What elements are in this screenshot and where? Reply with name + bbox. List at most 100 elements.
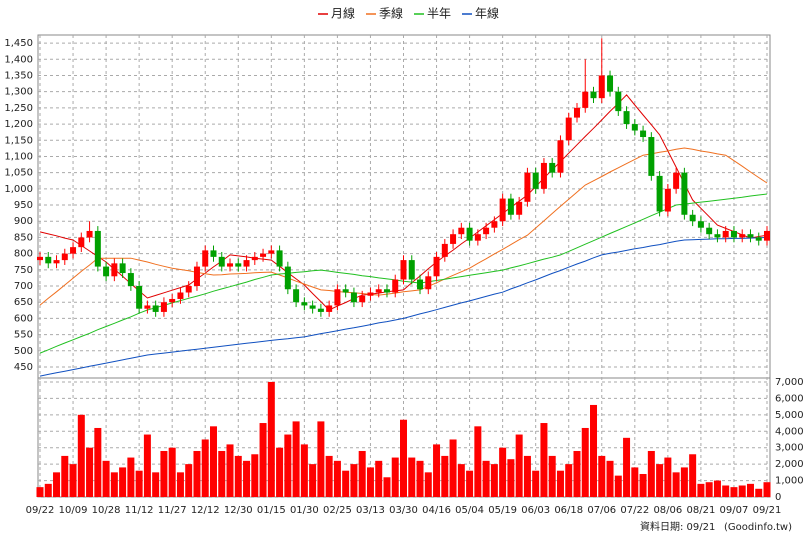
- volume-bar: [185, 464, 193, 497]
- volume-bar: [523, 455, 531, 497]
- ma-line: [39, 94, 768, 311]
- candle-body: [103, 266, 110, 277]
- volume-bar: [94, 427, 102, 497]
- volume-bar: [152, 472, 160, 497]
- y-tick-label: 1,150: [4, 135, 33, 146]
- volume-bar: [581, 427, 589, 497]
- x-tick-label: 10/09: [59, 505, 88, 516]
- x-tick-label: 07/06: [587, 505, 616, 516]
- y-tick-label: 800: [14, 249, 33, 260]
- volume-bar: [705, 482, 713, 497]
- volume-bar: [623, 437, 631, 497]
- candle-body: [706, 227, 713, 235]
- y-tick-label: 950: [14, 200, 33, 211]
- candle-body: [243, 260, 250, 267]
- volume-bar: [317, 421, 325, 497]
- candle-body: [160, 302, 167, 312]
- candle-body: [268, 250, 275, 254]
- volume-bar: [36, 487, 44, 497]
- candle-body: [193, 266, 200, 287]
- candle-body: [144, 305, 151, 309]
- y-tick-label: 1,050: [4, 168, 33, 179]
- x-tick-label: 01/15: [257, 505, 286, 516]
- candle-body: [458, 227, 465, 235]
- candle-body: [549, 162, 556, 173]
- volume-bar: [300, 444, 308, 497]
- legend-label: 季線: [379, 6, 403, 21]
- candle-body: [631, 124, 638, 131]
- candle-body: [714, 234, 721, 238]
- volume-bar: [284, 434, 292, 497]
- volume-bar: [102, 460, 110, 497]
- footer-source: (Goodinfo.tw): [724, 522, 792, 533]
- volume-bar: [573, 450, 581, 497]
- candle-body: [235, 263, 242, 267]
- volume-bar: [656, 464, 664, 497]
- candle-body: [664, 188, 671, 212]
- candle-body: [61, 253, 68, 261]
- x-tick-label: 09/07: [720, 505, 749, 516]
- candle-body: [260, 253, 267, 257]
- volume-bar: [366, 467, 374, 497]
- candle-body: [582, 91, 589, 108]
- candle-body: [532, 172, 539, 189]
- volume-bar: [647, 450, 655, 497]
- x-tick-label: 09/21: [753, 505, 782, 516]
- x-tick-label: 12/30: [224, 505, 253, 516]
- volume-tick-label: 6,000: [775, 393, 804, 404]
- volume-bar: [143, 434, 151, 497]
- volume-bar: [548, 455, 556, 497]
- candle-body: [722, 230, 729, 238]
- candle-body: [127, 273, 134, 287]
- candle-body: [466, 227, 473, 241]
- volume-tick-label: 0: [775, 492, 781, 503]
- volume-bar: [507, 459, 515, 497]
- volume-bar: [77, 414, 85, 497]
- candle-body: [499, 198, 506, 222]
- x-tick-label: 04/16: [422, 505, 451, 516]
- y-tick-label: 1,300: [4, 87, 33, 98]
- candle-body: [210, 250, 217, 257]
- candle-body: [70, 247, 77, 254]
- volume-bar: [375, 460, 383, 497]
- x-tick-label: 07/22: [620, 505, 649, 516]
- candle-body: [301, 302, 308, 306]
- volume-bar: [292, 421, 300, 497]
- volume-bar: [590, 404, 598, 497]
- volume-bar: [276, 447, 284, 497]
- candle-body: [53, 260, 60, 264]
- ma-line: [39, 236, 768, 377]
- candle-body: [507, 198, 514, 215]
- candle-body: [367, 292, 374, 296]
- volume-bar: [433, 444, 441, 497]
- candle-body: [573, 107, 580, 118]
- candle-body: [755, 237, 762, 241]
- candle-body: [111, 263, 118, 277]
- volume-bar: [457, 464, 465, 497]
- volume-bar: [383, 477, 391, 497]
- y-tick-label: 1,400: [4, 54, 33, 65]
- candle-body: [598, 75, 605, 99]
- x-tick-label: 03/30: [389, 505, 418, 516]
- candle-body: [689, 214, 696, 222]
- candle-body: [383, 289, 390, 293]
- y-tick-label: 850: [14, 232, 33, 243]
- volume-bar: [176, 472, 184, 497]
- candle-body: [227, 263, 234, 267]
- y-tick-label: 1,200: [4, 119, 33, 130]
- volume-bar: [738, 485, 746, 497]
- y-tick-label: 750: [14, 265, 33, 276]
- candle-body: [350, 292, 357, 303]
- volume-bar: [309, 464, 317, 497]
- volume-bar: [259, 423, 267, 497]
- volume-bar: [449, 439, 457, 497]
- candle-body: [697, 221, 704, 228]
- volume-bar: [755, 488, 763, 497]
- candle-body: [152, 305, 159, 312]
- volume-bar: [234, 455, 242, 497]
- candle-body: [218, 256, 225, 267]
- x-tick-label: 06/18: [554, 505, 583, 516]
- candle-body: [425, 276, 432, 290]
- volume-tick-label: 5,000: [775, 410, 804, 421]
